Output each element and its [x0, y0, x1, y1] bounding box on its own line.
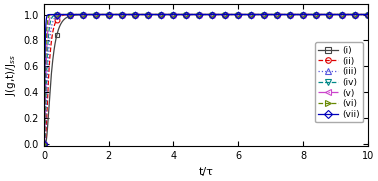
(v)	[264, 13, 269, 16]
Y-axis label: J(g,t)/J$_{ss}$: J(g,t)/J$_{ss}$	[4, 54, 18, 96]
(iii)	[136, 13, 140, 16]
(ii)	[173, 13, 178, 16]
(v)	[366, 13, 370, 16]
Line: (iv): (iv)	[44, 14, 368, 144]
(i)	[236, 13, 240, 16]
(vi)	[42, 143, 46, 145]
(iv)	[111, 13, 115, 16]
(v)	[300, 13, 305, 16]
(v)	[294, 13, 299, 16]
(iii)	[75, 13, 79, 16]
(vi)	[184, 13, 189, 16]
Legend: (i), (ii), (iii), (iv), (v), (vi), (vii): (i), (ii), (iii), (iv), (v), (vi), (vii)	[315, 42, 363, 122]
(vi)	[366, 13, 370, 16]
(ii)	[300, 13, 305, 16]
(iii)	[173, 13, 178, 16]
(iii)	[42, 143, 46, 145]
(vii)	[366, 13, 370, 16]
(iv)	[184, 13, 189, 16]
(iv)	[75, 13, 79, 16]
(ii)	[264, 13, 269, 16]
(v)	[75, 13, 79, 16]
(v)	[184, 13, 189, 16]
(i)	[294, 13, 299, 16]
(iv)	[294, 13, 299, 16]
(v)	[94, 13, 99, 16]
(ii)	[366, 13, 370, 16]
(iv)	[42, 143, 46, 145]
(vii)	[64, 13, 69, 16]
(v)	[173, 13, 178, 16]
(vii)	[75, 13, 80, 16]
(ii)	[75, 13, 79, 16]
(iv)	[366, 13, 370, 16]
(vi)	[294, 13, 299, 16]
(vii)	[300, 13, 305, 16]
(iv)	[300, 13, 305, 16]
(vi)	[264, 13, 269, 16]
(i)	[173, 13, 177, 16]
(iii)	[294, 13, 299, 16]
(ii)	[167, 13, 171, 16]
(vii)	[173, 13, 178, 16]
(i)	[42, 143, 46, 145]
(vii)	[42, 143, 46, 145]
(iii)	[264, 13, 269, 16]
(ii)	[294, 13, 299, 16]
(v)	[42, 143, 46, 145]
(vii)	[184, 13, 189, 16]
Line: (vi): (vi)	[44, 14, 368, 144]
(iii)	[184, 13, 189, 16]
(vii)	[264, 13, 269, 16]
(ii)	[42, 143, 46, 145]
(vii)	[294, 13, 299, 16]
(i)	[75, 14, 79, 16]
(i)	[184, 13, 189, 16]
(vi)	[300, 13, 305, 16]
(iii)	[300, 13, 305, 16]
(vi)	[79, 13, 84, 16]
Line: (v): (v)	[44, 14, 368, 144]
(iv)	[173, 13, 178, 16]
Line: (ii): (ii)	[44, 14, 368, 144]
(iii)	[366, 13, 370, 16]
(i)	[300, 13, 305, 16]
X-axis label: t/τ: t/τ	[198, 167, 213, 177]
Line: (iii): (iii)	[44, 14, 368, 144]
(iv)	[264, 13, 269, 16]
Line: (vii): (vii)	[44, 14, 368, 144]
Line: (i): (i)	[44, 14, 368, 144]
(i)	[264, 13, 269, 16]
(ii)	[184, 13, 189, 16]
(vi)	[173, 13, 178, 16]
(i)	[366, 13, 370, 16]
(vi)	[75, 13, 79, 16]
